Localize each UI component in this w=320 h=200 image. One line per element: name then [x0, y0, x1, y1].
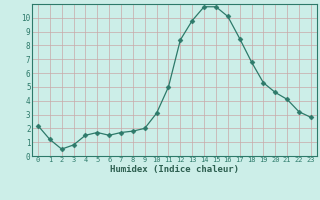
X-axis label: Humidex (Indice chaleur): Humidex (Indice chaleur) — [110, 165, 239, 174]
